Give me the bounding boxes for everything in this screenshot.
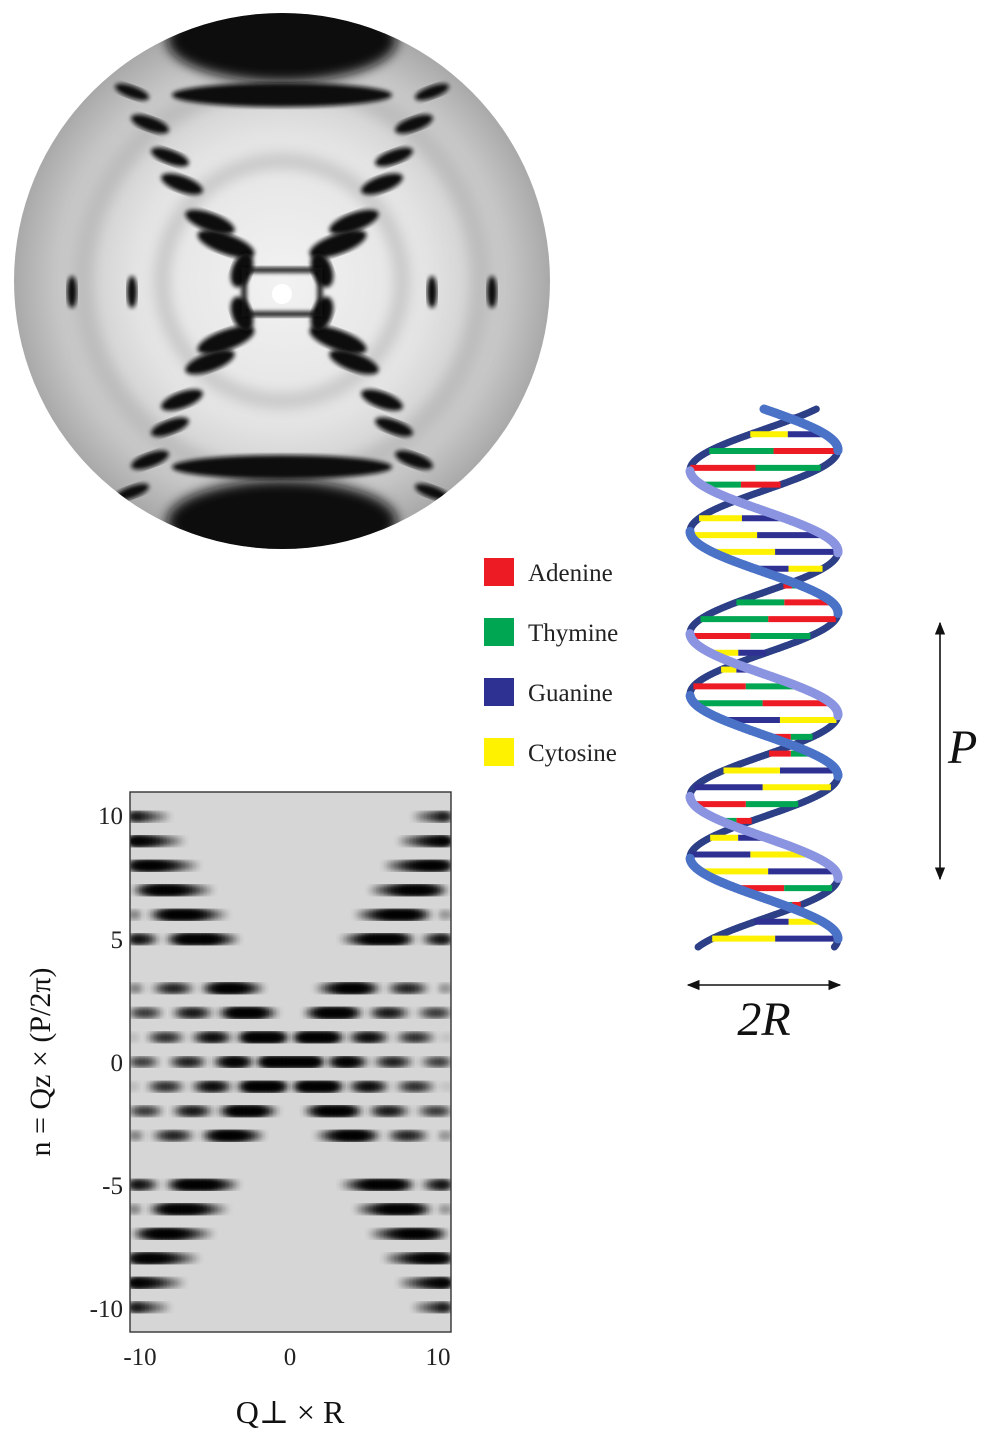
intensity-spot [418,983,432,993]
y-axis-label: n = Qz × (P/2π) [24,968,57,1157]
diffraction-spot [427,276,437,308]
intensity-spot [133,983,147,993]
legend-swatch-adenine [484,558,514,586]
intensity-spot [254,983,268,993]
intensity-spot [159,812,173,822]
y-tick-label: -10 [90,1296,123,1323]
intensity-spot [203,885,217,895]
intensity-spot [254,1131,268,1141]
intensity-spot [418,1131,432,1141]
intensity-spot [151,1106,165,1116]
intensity-spot [173,1278,187,1288]
legend-swatch-guanine [484,678,514,706]
intensity-spot [148,1180,162,1190]
intensity-spot [173,1032,187,1042]
intensity-spot [126,1082,140,1092]
intensity-spot [228,1180,242,1190]
intensity-spot [159,1302,173,1312]
intensity-spot [425,1082,439,1092]
intensity-spot [268,1008,282,1018]
intensity-spot [217,1204,231,1214]
intensity-spot [184,1131,198,1141]
intensity-spot [399,1106,413,1116]
helix-strand-segment [698,946,700,947]
simulated-diffraction-chart: -10 0 10 10 5 0 -5 -10 Q⊥ × R n = Qz × (… [20,775,480,1443]
intensity-spot [370,983,384,993]
intensity-spot [188,861,202,871]
y-tick-label: 10 [98,803,123,830]
intensity-spot [403,1057,417,1067]
x-tick-label: -10 [123,1344,156,1371]
x-axis-label: Q⊥ × R [236,1394,345,1430]
intensity-spot [130,1204,144,1214]
legend-label-guanine: Guanine [528,680,613,708]
x-tick-label: 10 [426,1344,451,1371]
helix-strand-segment [834,946,835,947]
simulated-diffraction-svg: -10 0 10 10 5 0 -5 -10 Q⊥ × R n = Qz × (… [20,775,480,1443]
intensity-spot [425,1032,439,1042]
intensity-spot [126,1032,140,1042]
pitch-label: P [947,721,977,774]
intensity-spot [217,910,231,920]
intensity-spot [173,836,187,846]
legend-label-adenine: Adenine [528,560,613,588]
xray-diffraction-svg [12,10,552,552]
legend-label-cytosine: Cytosine [528,740,617,768]
intensity-spot [421,910,435,920]
intensity-spot [378,1082,392,1092]
intensity-spot [228,934,242,944]
intensity-spot [399,1008,413,1018]
intensity-spot [203,1229,217,1239]
helix-svg: P 2R [640,395,984,1055]
dna-double-helix: P 2R [640,395,984,1055]
legend-label-thymine: Thymine [528,620,618,648]
intensity-spot [130,910,144,920]
diameter-label: 2R [737,993,790,1046]
intensity-spot [352,1008,366,1018]
intensity-spot [184,983,198,993]
xray-diffraction-pattern [12,10,552,552]
intensity-spot [268,1106,282,1116]
legend-swatch-cytosine [484,738,514,766]
y-tick-label: 0 [111,1050,124,1077]
intensity-spot [436,1229,450,1239]
y-tick-label: -5 [102,1173,123,1200]
intensity-spot [188,1253,202,1263]
diffraction-spot [487,276,497,308]
intensity-spot [403,1180,417,1190]
intensity-spot [173,1082,187,1092]
beam-stop [272,284,292,304]
intensity-spot [403,934,417,944]
intensity-spot [421,1204,435,1214]
diffraction-spot [127,276,137,308]
y-tick-label: 5 [111,927,124,954]
intensity-spot [151,1008,165,1018]
diffraction-spot [67,276,77,308]
intensity-spot [148,1057,162,1067]
intensity-spot [370,1131,384,1141]
x-tick-label: 0 [284,1344,297,1371]
intensity-spot [148,934,162,944]
legend-swatch-thymine [484,618,514,646]
intensity-spot [436,885,450,895]
intensity-spot [195,1057,209,1067]
intensity-spot [133,1131,147,1141]
intensity-spot [352,1106,366,1116]
intensity-spot [378,1032,392,1042]
